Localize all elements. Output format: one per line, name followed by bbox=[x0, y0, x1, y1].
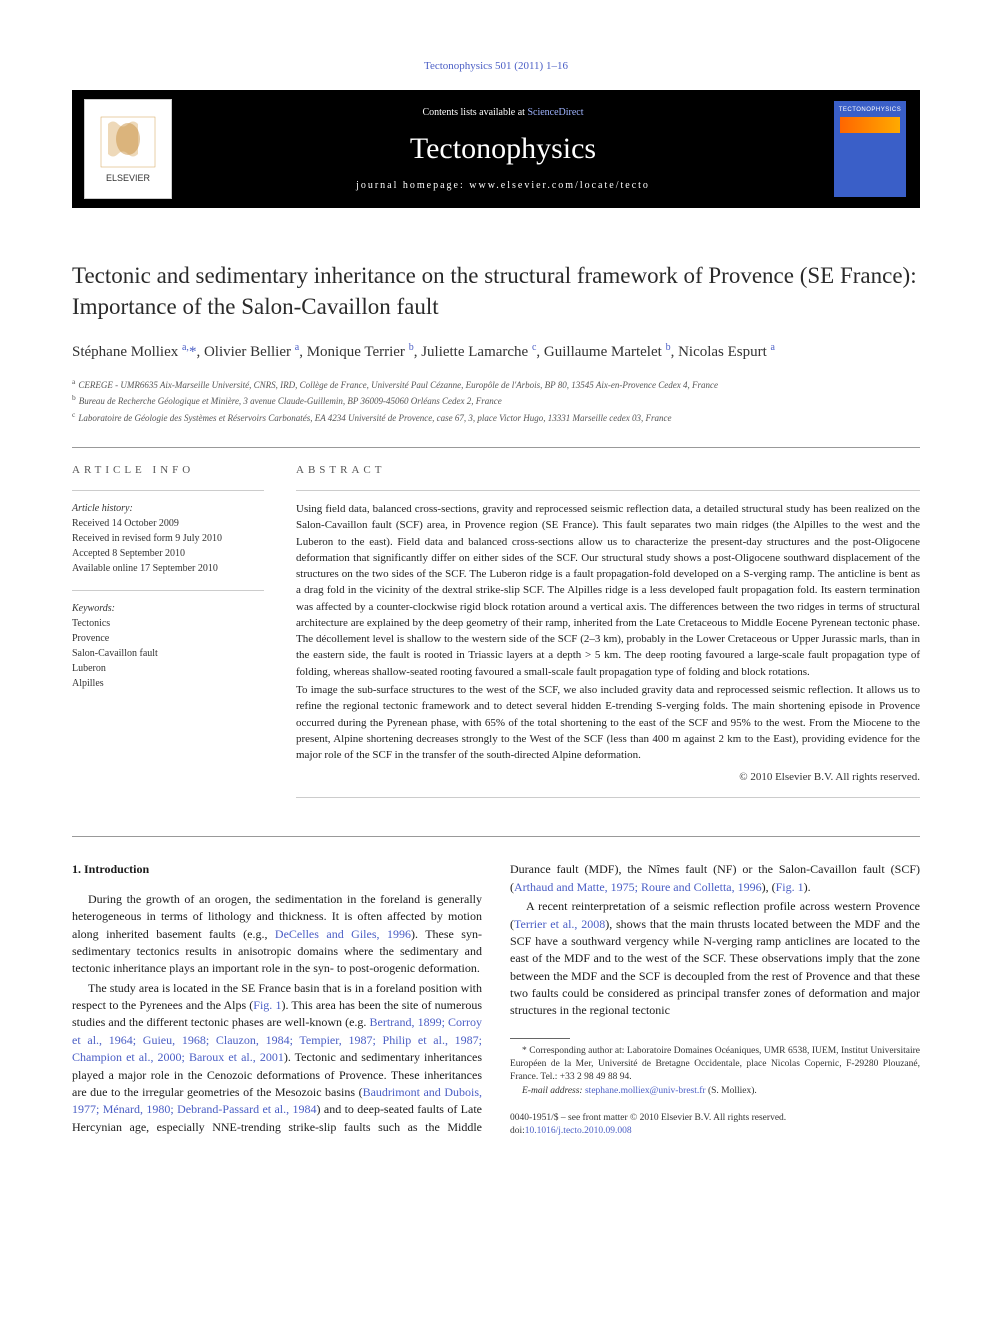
keyword: Provence bbox=[72, 631, 264, 646]
figure-link[interactable]: Fig. 1 bbox=[253, 998, 281, 1012]
contents-available: Contents lists available at ScienceDirec… bbox=[172, 107, 834, 118]
citation-link[interactable]: Terrier et al., 2008 bbox=[514, 917, 605, 931]
info-divider bbox=[296, 797, 920, 798]
journal-cover-thumbnail: TECTONOPHYSICS bbox=[834, 101, 906, 197]
abstract-copyright: © 2010 Elsevier B.V. All rights reserved… bbox=[296, 771, 920, 783]
body-divider bbox=[72, 836, 920, 837]
publisher-logo: ELSEVIER bbox=[84, 99, 172, 199]
article-info-heading: article info bbox=[72, 464, 264, 476]
info-divider bbox=[72, 590, 264, 591]
affiliations: aCEREGE - UMR6635 Aix-Marseille Universi… bbox=[72, 376, 920, 426]
keyword: Alpilles bbox=[72, 676, 264, 691]
abstract-paragraph: To image the sub-surface structures to t… bbox=[296, 682, 920, 763]
section-divider bbox=[72, 447, 920, 448]
article-title: Tectonic and sedimentary inheritance on … bbox=[72, 260, 920, 322]
history-line: Received 14 October 2009 bbox=[72, 516, 264, 531]
citation-link[interactable]: DeCelles and Giles, 1996 bbox=[275, 927, 411, 941]
footnote-separator bbox=[510, 1038, 570, 1039]
abstract-text: Using field data, balanced cross-section… bbox=[296, 501, 920, 763]
sciencedirect-link[interactable]: ScienceDirect bbox=[527, 107, 583, 118]
section-heading-introduction: 1. Introduction bbox=[72, 861, 482, 878]
article-history: Article history: Received 14 October 200… bbox=[72, 501, 264, 576]
affiliation-line: aCEREGE - UMR6635 Aix-Marseille Universi… bbox=[72, 376, 920, 393]
abstract-column: abstract Using field data, balanced cros… bbox=[296, 464, 920, 808]
svg-text:ELSEVIER: ELSEVIER bbox=[106, 173, 151, 183]
journal-name: Tectonophysics bbox=[172, 132, 834, 166]
affiliation-line: bBureau de Recherche Géologique et Miniè… bbox=[72, 392, 920, 409]
info-divider bbox=[296, 490, 920, 491]
figure-link[interactable]: Fig. 1 bbox=[776, 880, 804, 894]
body-paragraph: During the growth of an orogen, the sedi… bbox=[72, 891, 482, 978]
article-footer-meta: 0040-1951/$ – see front matter © 2010 El… bbox=[510, 1112, 920, 1139]
history-line: Available online 17 September 2010 bbox=[72, 561, 264, 576]
email-link[interactable]: stephane.molliex@univ-brest.fr bbox=[585, 1086, 706, 1096]
journal-header: ELSEVIER Contents lists available at Sci… bbox=[72, 90, 920, 208]
history-line: Received in revised form 9 July 2010 bbox=[72, 531, 264, 546]
email-footnote: E-mail address: stephane.molliex@univ-br… bbox=[510, 1085, 920, 1098]
keyword: Luberon bbox=[72, 661, 264, 676]
abstract-paragraph: Using field data, balanced cross-section… bbox=[296, 501, 920, 680]
journal-reference: Tectonophysics 501 (2011) 1–16 bbox=[72, 60, 920, 72]
history-line: Accepted 8 September 2010 bbox=[72, 546, 264, 561]
author-list: Stéphane Molliex a,*, Olivier Bellier a,… bbox=[72, 340, 920, 364]
info-divider bbox=[72, 490, 264, 491]
doi-link[interactable]: 10.1016/j.tecto.2010.09.008 bbox=[525, 1126, 632, 1136]
corresponding-author-footnote: * Corresponding author at: Laboratoire D… bbox=[510, 1045, 920, 1085]
keyword: Tectonics bbox=[72, 616, 264, 631]
article-keywords: Keywords: TectonicsProvenceSalon-Cavaill… bbox=[72, 601, 264, 691]
keyword: Salon-Cavaillon fault bbox=[72, 646, 264, 661]
citation-link[interactable]: Arthaud and Matte, 1975; Roure and Colle… bbox=[514, 880, 762, 894]
abstract-heading: abstract bbox=[296, 464, 920, 476]
journal-homepage: journal homepage: www.elsevier.com/locat… bbox=[172, 180, 834, 191]
article-info-sidebar: article info Article history: Received 1… bbox=[72, 464, 264, 808]
body-paragraph: A recent reinterpretation of a seismic r… bbox=[510, 898, 920, 1020]
article-body: 1. Introduction During the growth of an … bbox=[72, 861, 920, 1138]
affiliation-line: cLaboratoire de Géologie des Systèmes et… bbox=[72, 409, 920, 426]
